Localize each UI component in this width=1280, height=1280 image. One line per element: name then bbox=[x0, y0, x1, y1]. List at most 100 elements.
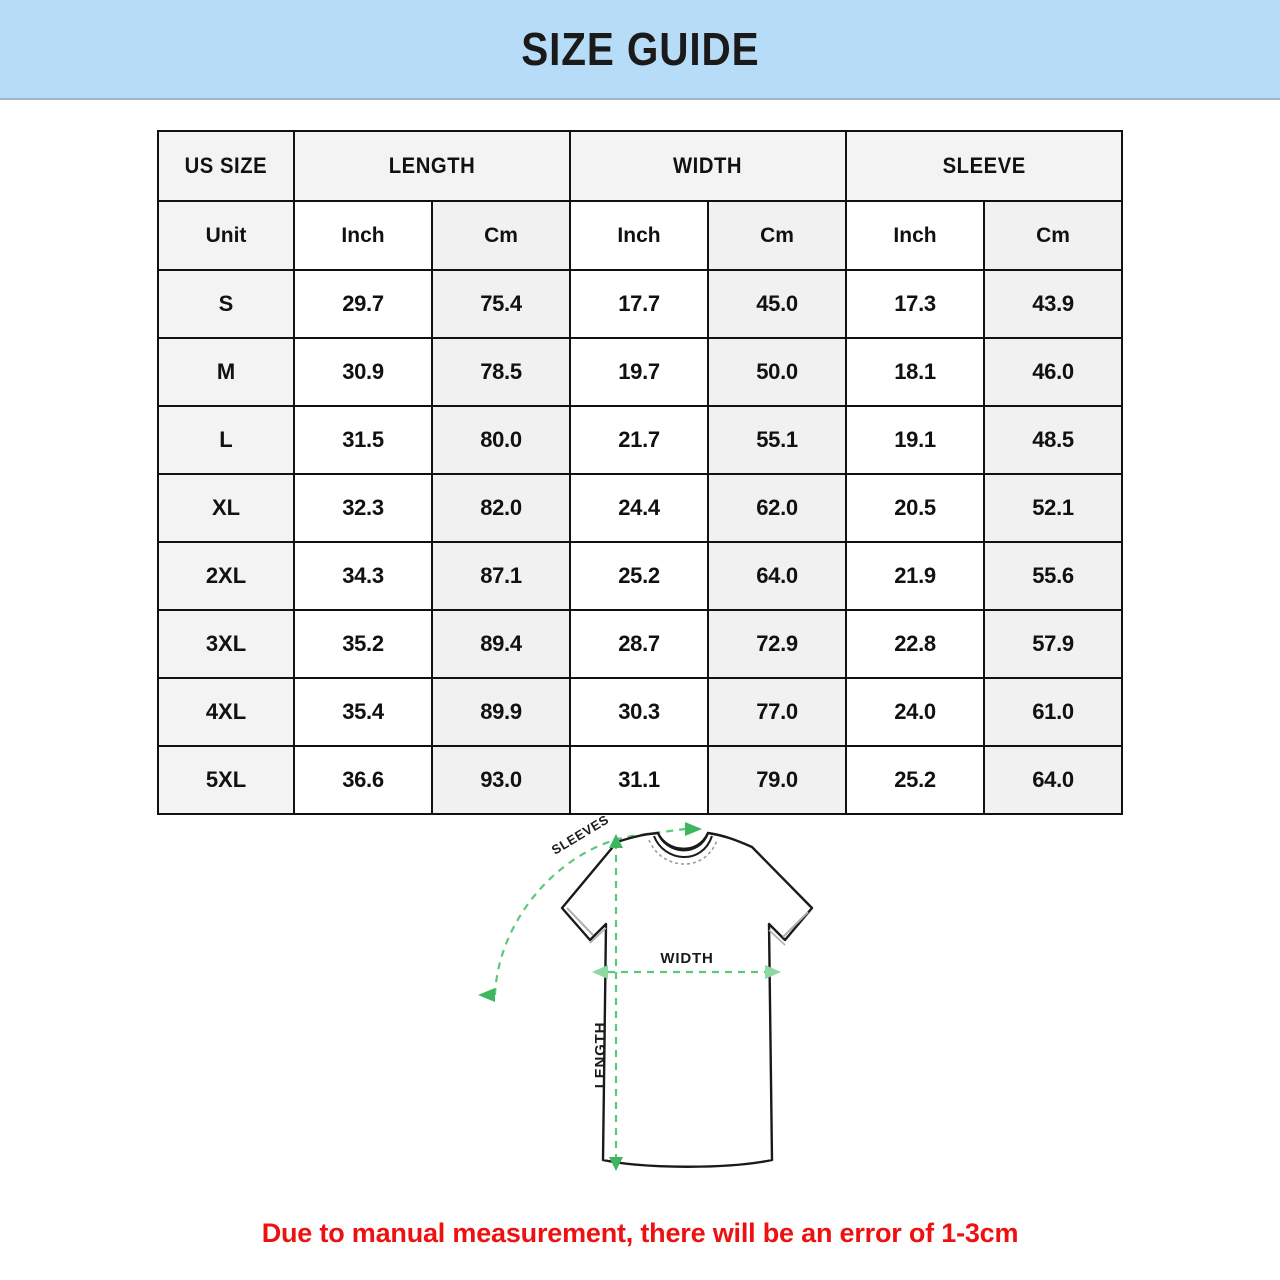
measurement-value: 17.7 bbox=[618, 291, 660, 316]
measurement-value: 79.0 bbox=[756, 767, 798, 792]
sleeves-label: SLEEVES bbox=[549, 812, 612, 858]
measurement-value: 55.6 bbox=[1032, 563, 1074, 588]
group-header-us-size: US SIZE bbox=[157, 130, 295, 202]
measurement-value: 35.2 bbox=[342, 631, 384, 656]
cell-width-inch: 30.3 bbox=[569, 677, 710, 747]
tshirt-outline bbox=[560, 831, 814, 1168]
measurement-value: 29.7 bbox=[342, 291, 384, 316]
measurement-value: 72.9 bbox=[756, 631, 798, 656]
cell-width-inch: 28.7 bbox=[569, 609, 710, 679]
cell-length-inch: 35.4 bbox=[293, 677, 433, 747]
cell-length-cm: 78.5 bbox=[430, 337, 572, 407]
table-row: L 31.5 80.0 21.7 55.1 19.1 48.5 bbox=[157, 405, 1124, 475]
cell-length-cm: 89.9 bbox=[430, 677, 572, 747]
measurement-disclaimer: Due to manual measurement, there will be… bbox=[261, 1218, 1019, 1248]
table-row: 4XL 35.4 89.9 30.3 77.0 24.0 61.0 bbox=[157, 677, 1124, 747]
cell-width-inch: 19.7 bbox=[569, 337, 710, 407]
measurement-value: 93.0 bbox=[480, 767, 522, 792]
measurement-value: 61.0 bbox=[1032, 699, 1074, 724]
cell-sleeve-inch: 22.8 bbox=[845, 609, 986, 679]
measurement-value: 25.2 bbox=[618, 563, 660, 588]
cell-length-cm: 87.1 bbox=[430, 541, 572, 611]
measurement-value: 25.2 bbox=[894, 767, 936, 792]
length-measure-guide bbox=[609, 834, 623, 1171]
measurement-value: 19.1 bbox=[894, 427, 936, 452]
measurement-value: 89.4 bbox=[480, 631, 522, 656]
cell-size: 3XL bbox=[157, 609, 295, 679]
cell-size: S bbox=[157, 269, 295, 339]
width-measure-guide bbox=[592, 965, 781, 979]
width-arrow-right bbox=[765, 965, 781, 979]
page-title: SIZE GUIDE bbox=[520, 23, 760, 75]
unit-header-sleeve-cm: Cm bbox=[983, 200, 1124, 271]
cell-length-inch: 29.7 bbox=[293, 269, 433, 339]
measurement-value: 21.7 bbox=[618, 427, 660, 452]
cell-width-inch: 21.7 bbox=[569, 405, 710, 475]
cell-width-cm: 55.1 bbox=[707, 405, 848, 475]
unit-header-unit: Unit bbox=[157, 200, 295, 271]
table-row: 2XL 34.3 87.1 25.2 64.0 21.9 55.6 bbox=[157, 541, 1124, 611]
measurement-value: 75.4 bbox=[480, 291, 522, 316]
unit-header-width-inch: Inch bbox=[569, 200, 710, 271]
cell-width-cm: 45.0 bbox=[707, 269, 848, 339]
table-row: 5XL 36.6 93.0 31.1 79.0 25.2 64.0 bbox=[157, 745, 1124, 815]
cell-width-cm: 50.0 bbox=[707, 337, 848, 407]
cell-sleeve-cm: 55.6 bbox=[983, 541, 1124, 611]
measurement-value: 31.1 bbox=[618, 767, 660, 792]
measurement-value: 55.1 bbox=[756, 427, 798, 452]
cell-sleeve-inch: 17.3 bbox=[845, 269, 986, 339]
cell-size: 2XL bbox=[157, 541, 295, 611]
cell-sleeve-inch: 25.2 bbox=[845, 745, 986, 815]
group-header-length: LENGTH bbox=[292, 130, 572, 202]
cell-size: L bbox=[157, 405, 295, 475]
tshirt-diagram-area: SLEEVES WIDTH LENGTH bbox=[0, 800, 1280, 1200]
unit-header-length-cm: Cm bbox=[430, 200, 572, 271]
length-arrow-bottom bbox=[609, 1157, 623, 1171]
measurement-value: 89.9 bbox=[480, 699, 522, 724]
cell-width-inch: 17.7 bbox=[569, 269, 710, 339]
measurement-value: 36.6 bbox=[342, 767, 384, 792]
measurement-value: 64.0 bbox=[756, 563, 798, 588]
table-unit-header-row: Unit Inch Cm Inch Cm Inch Cm bbox=[157, 200, 1124, 271]
group-header-sleeve: SLEEVE bbox=[845, 130, 1124, 202]
group-header-width: WIDTH bbox=[569, 130, 848, 202]
cell-size: M bbox=[157, 337, 295, 407]
measurement-value: 28.7 bbox=[618, 631, 660, 656]
cell-width-cm: 62.0 bbox=[707, 473, 848, 543]
cell-width-cm: 72.9 bbox=[707, 609, 848, 679]
cell-length-cm: 75.4 bbox=[430, 269, 572, 339]
cell-length-cm: 82.0 bbox=[430, 473, 572, 543]
measurement-value: 62.0 bbox=[756, 495, 798, 520]
cell-sleeve-cm: 43.9 bbox=[983, 269, 1124, 339]
measurement-value: 48.5 bbox=[1032, 427, 1074, 452]
cell-sleeve-cm: 52.1 bbox=[983, 473, 1124, 543]
cell-length-inch: 35.2 bbox=[293, 609, 433, 679]
measurement-value: 78.5 bbox=[480, 359, 522, 384]
measurement-value: 24.0 bbox=[894, 699, 936, 724]
cell-width-inch: 24.4 bbox=[569, 473, 710, 543]
width-label: WIDTH bbox=[660, 950, 713, 967]
unit-header-length-inch: Inch bbox=[293, 200, 433, 271]
cell-sleeve-cm: 64.0 bbox=[983, 745, 1124, 815]
cell-sleeve-inch: 20.5 bbox=[845, 473, 986, 543]
measurement-value: 34.3 bbox=[342, 563, 384, 588]
cell-width-inch: 31.1 bbox=[569, 745, 710, 815]
measurement-value: 46.0 bbox=[1032, 359, 1074, 384]
sleeves-arrow-right bbox=[685, 822, 702, 836]
table-row: 3XL 35.2 89.4 28.7 72.9 22.8 57.9 bbox=[157, 609, 1124, 679]
size-guide-header: SIZE GUIDE bbox=[0, 0, 1280, 100]
cell-size: XL bbox=[157, 473, 295, 543]
measurement-value: 24.4 bbox=[618, 495, 660, 520]
measurement-value: 31.5 bbox=[342, 427, 384, 452]
measurement-value: 20.5 bbox=[894, 495, 936, 520]
measurement-value: 18.1 bbox=[894, 359, 936, 384]
tshirt-measurement-diagram: SLEEVES WIDTH LENGTH bbox=[478, 812, 814, 1171]
cell-sleeve-inch: 18.1 bbox=[845, 337, 986, 407]
size-table-body: S 29.7 75.4 17.7 45.0 17.3 43.9 M 30.9 78.5 19.7 50… bbox=[157, 269, 1124, 815]
cell-length-cm: 89.4 bbox=[430, 609, 572, 679]
cell-size: 4XL bbox=[157, 677, 295, 747]
size-table-container: US SIZE LENGTH WIDTH SLEEVE Unit Inch Cm… bbox=[157, 130, 1124, 815]
measurement-value: 30.9 bbox=[342, 359, 384, 384]
measurement-value: 50.0 bbox=[756, 359, 798, 384]
width-arrow-left bbox=[592, 965, 608, 979]
